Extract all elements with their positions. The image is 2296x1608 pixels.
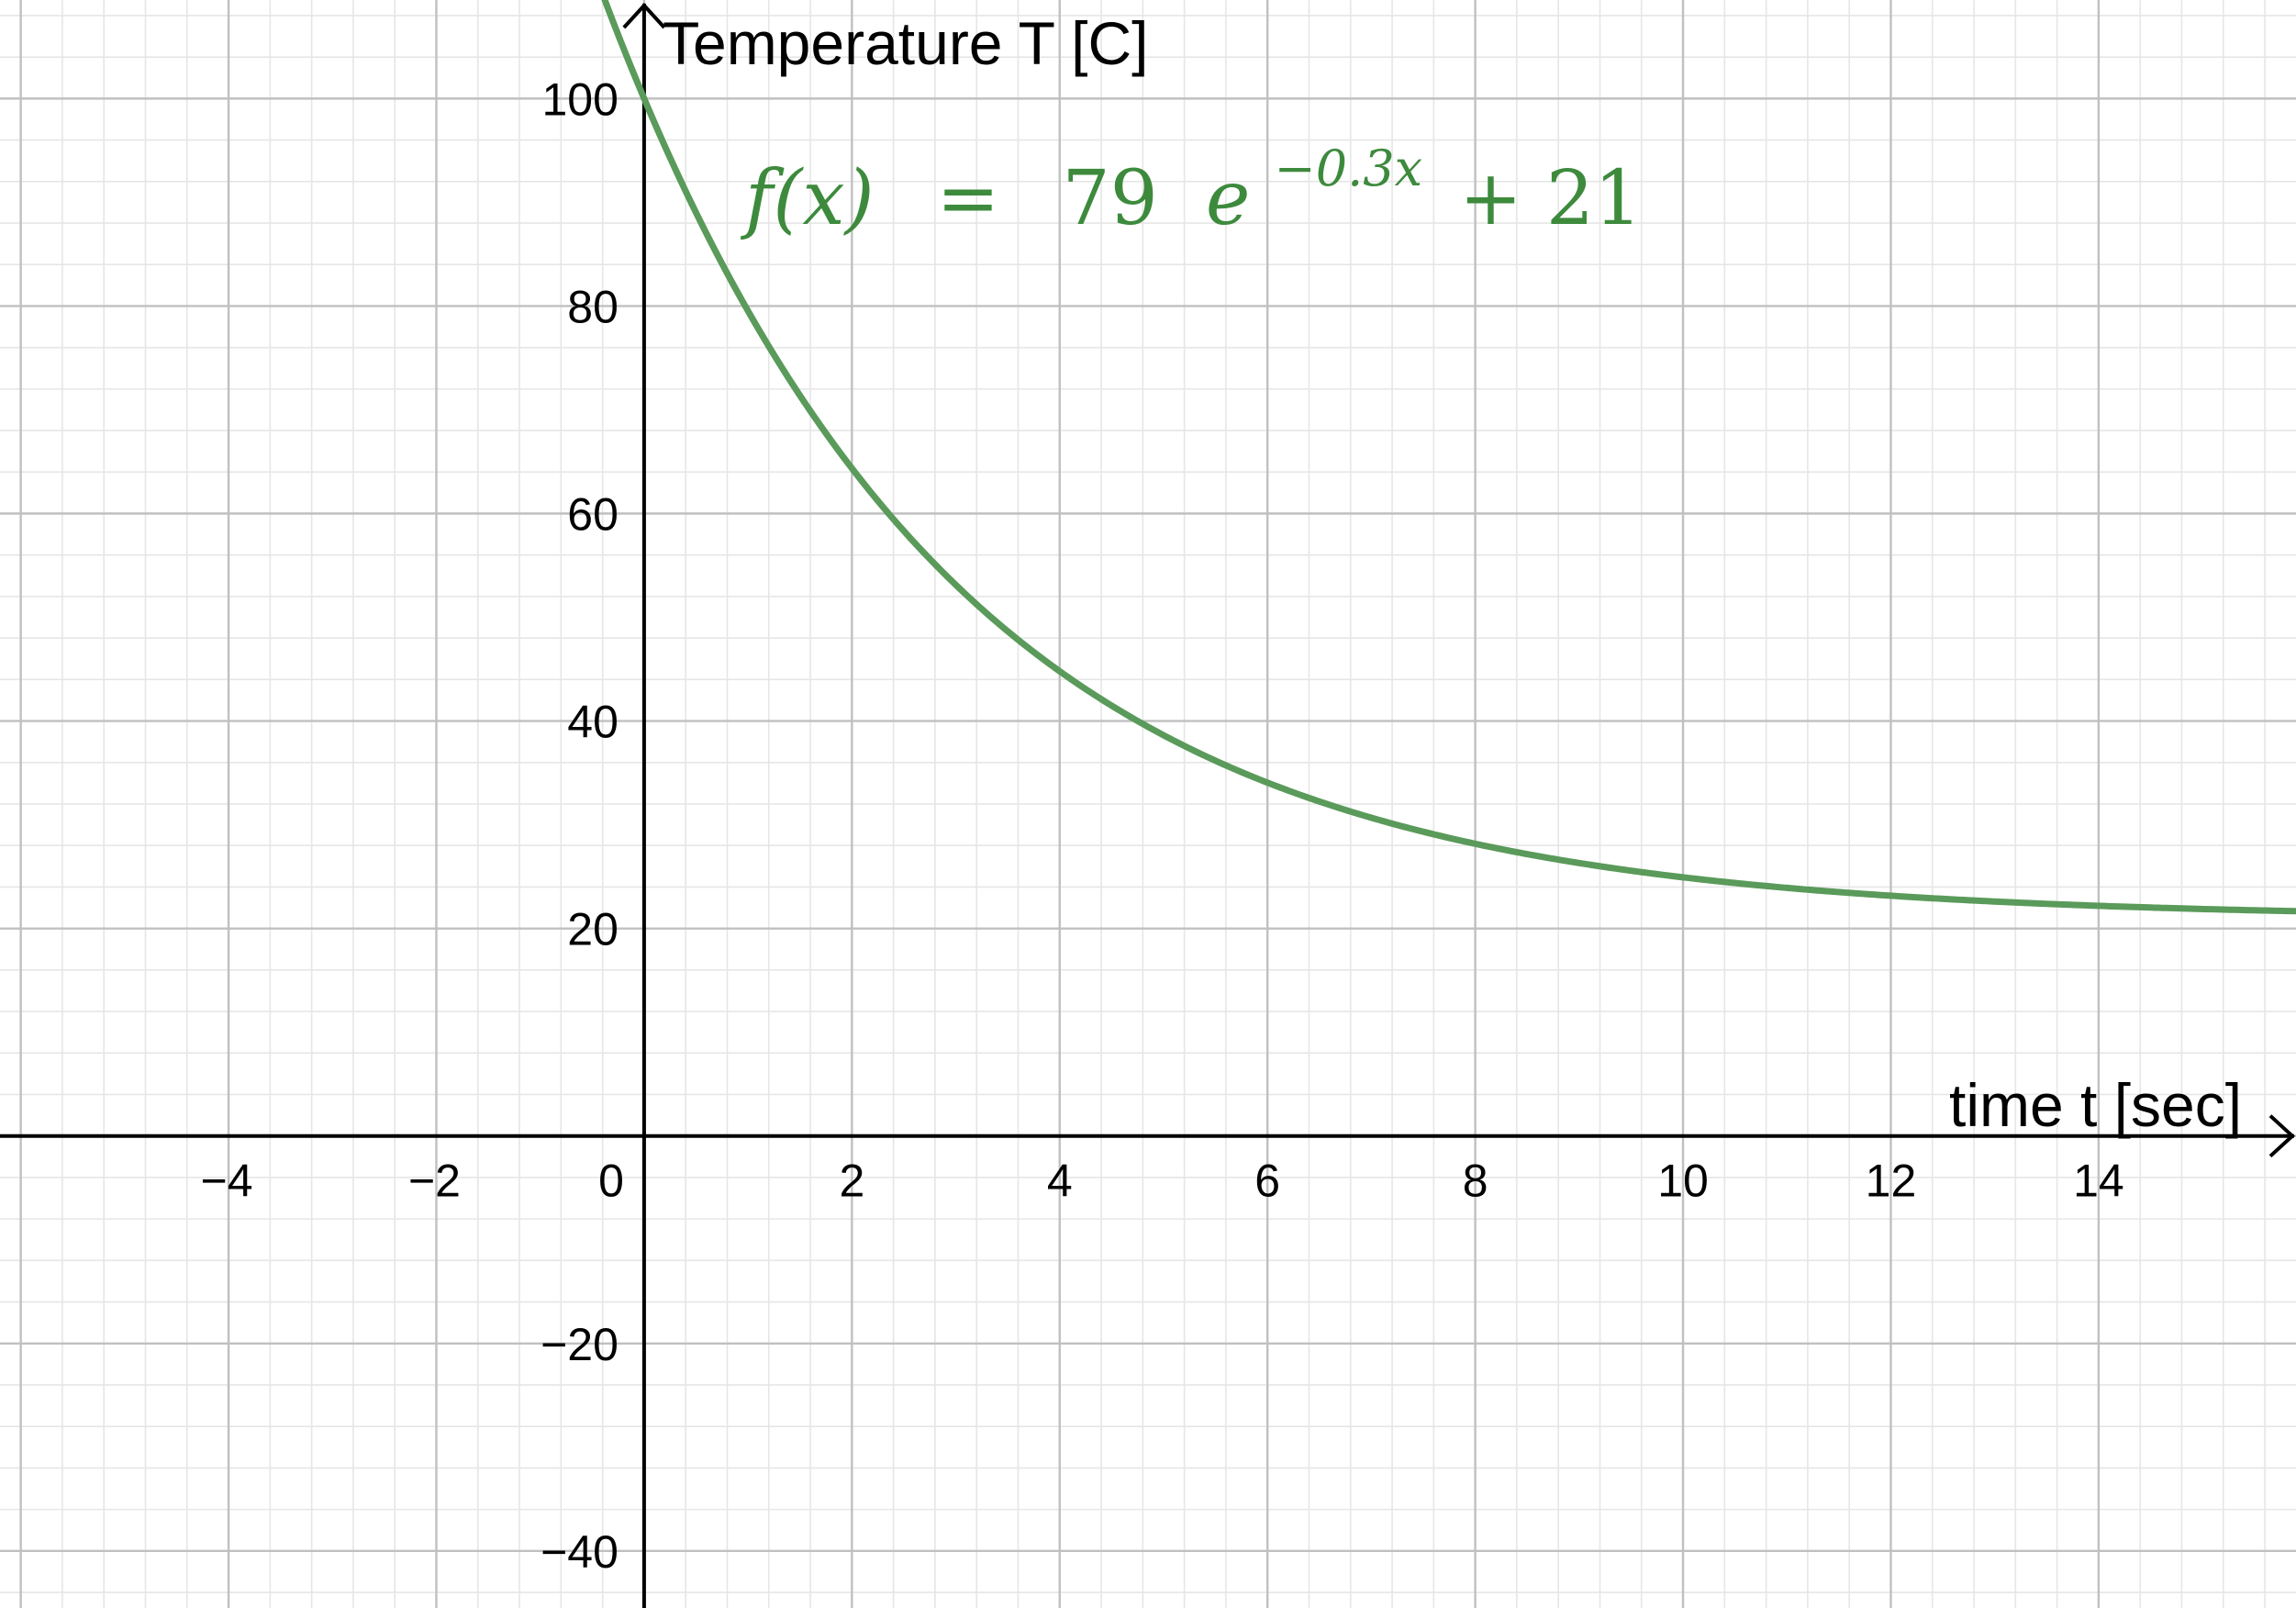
x-tick-label: 8 — [1463, 1156, 1488, 1207]
x-tick-label: −4 — [201, 1156, 253, 1207]
y-tick-label: 60 — [567, 489, 619, 541]
formula-tail: + 21 — [1459, 155, 1642, 242]
series-line — [601, 0, 2296, 915]
x-tick-label: 6 — [1254, 1156, 1280, 1207]
x-axis-title: time t [sec] — [1949, 1071, 2242, 1139]
x-tick-label: 4 — [1047, 1156, 1073, 1207]
x-axis-arrowhead — [2268, 1114, 2295, 1158]
x-tick-label: 14 — [2073, 1156, 2124, 1207]
formula-equals: = — [937, 155, 1000, 242]
formula-base: e — [1206, 155, 1251, 242]
x-tick-label: −2 — [408, 1156, 461, 1207]
y-tick-label: 40 — [567, 697, 619, 748]
axes — [0, 3, 2295, 1608]
y-tick-label: −20 — [541, 1319, 619, 1370]
function-formula-label: f(x) = 79 e −0.3x + 21 — [740, 117, 1642, 242]
x-tick-label: 0 — [598, 1156, 624, 1207]
y-axis-arrowhead — [622, 3, 666, 29]
y-tick-label: −40 — [541, 1526, 619, 1578]
y-tick-label: 100 — [541, 73, 618, 125]
formula-exponent: −0.3x — [1274, 140, 1422, 197]
x-tick-label: 12 — [1866, 1156, 1917, 1207]
formula-coefficient: 79 — [1062, 155, 1157, 242]
formula-lhs: f(x) — [740, 155, 875, 242]
x-tick-label: 10 — [1657, 1156, 1709, 1207]
y-tick-label: 80 — [567, 281, 619, 332]
y-axis-title: Temperature T [C] — [663, 9, 1148, 77]
y-tick-label: 20 — [567, 904, 619, 955]
x-tick-label: 2 — [839, 1156, 864, 1207]
